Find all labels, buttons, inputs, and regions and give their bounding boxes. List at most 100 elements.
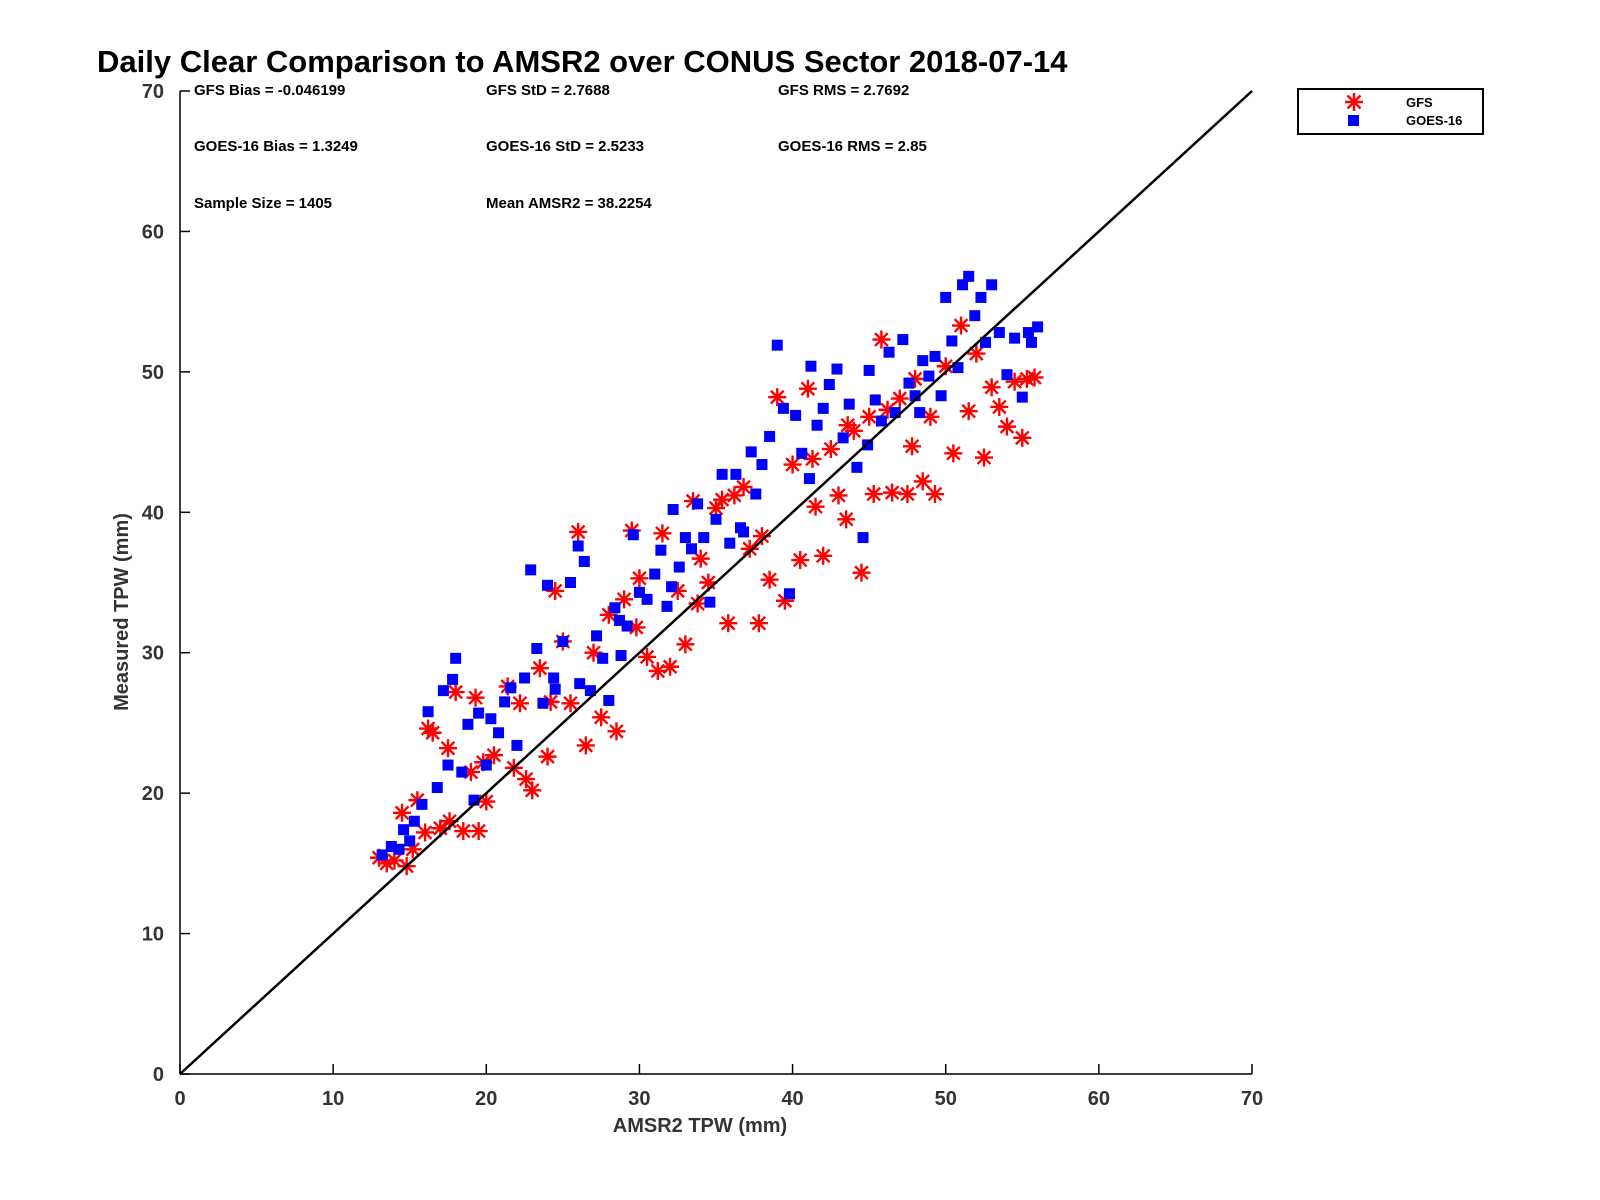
gfs-point — [638, 647, 657, 666]
goes16-point — [584, 685, 596, 697]
goes16-point — [591, 630, 603, 642]
goes-bias-label: GOES-16 Bias = 1.3249 — [194, 138, 358, 155]
goes16-point — [986, 279, 998, 291]
gfs-point — [959, 402, 978, 421]
goes16-point — [969, 310, 981, 322]
goes-std-label: GOES-16 StD = 2.5233 — [486, 138, 644, 155]
goes16-point — [398, 824, 410, 836]
gfs-point — [691, 549, 710, 568]
goes16-point — [468, 794, 480, 806]
gfs-point — [837, 510, 856, 529]
gfs-point — [829, 486, 848, 505]
gfs-point — [561, 694, 580, 713]
gfs-point — [627, 618, 646, 637]
goes16-point — [667, 503, 679, 515]
x-tick-label: 70 — [1241, 1088, 1263, 1110]
gfs-point — [791, 551, 810, 570]
stats-annotations: GFS Bias = -0.046199 GFS StD = 2.7688 GF… — [194, 82, 927, 212]
goes16-point — [473, 707, 485, 719]
goes16-point — [975, 291, 987, 303]
gfs-point — [952, 316, 971, 335]
goes16-point — [764, 430, 776, 442]
y-axis-label: Measured TPW (mm) — [111, 513, 133, 711]
gfs-point — [903, 437, 922, 456]
goes16-point — [710, 513, 722, 525]
goes16-point — [750, 488, 762, 500]
gfs-point — [423, 723, 442, 742]
goes16-point — [704, 596, 716, 608]
goes16-point — [655, 544, 667, 556]
gfs-bias-label: GFS Bias = -0.046199 — [194, 82, 345, 99]
gfs-point — [944, 444, 963, 463]
goes16-point — [447, 673, 459, 685]
goes16-point — [525, 564, 537, 576]
gfs-point — [760, 570, 779, 589]
gfs-point — [446, 683, 465, 702]
gfs-point — [440, 812, 459, 831]
goes16-point — [462, 718, 474, 730]
x-axis-label: AMSR2 TPW (mm) — [613, 1115, 787, 1137]
gfs-point — [783, 455, 802, 474]
goes16-point — [480, 759, 492, 771]
goes16-point — [935, 390, 947, 402]
goes16-point — [790, 409, 802, 421]
goes16-point — [863, 364, 875, 376]
goes16-point — [784, 588, 796, 600]
gfs-point — [484, 746, 503, 765]
goes16-point — [442, 759, 454, 771]
gfs-point — [517, 770, 536, 789]
gfs-point — [997, 417, 1016, 436]
goes16-point — [565, 577, 577, 588]
goes16-point — [805, 360, 817, 372]
gfs-point — [838, 416, 857, 435]
goes16-point — [946, 335, 958, 347]
y-axis-ticks: 0 10 20 30 40 50 60 70 — [142, 81, 190, 1086]
goes16-point — [771, 339, 783, 351]
mean-amsr2-label: Mean AMSR2 = 38.2254 — [486, 195, 652, 212]
gfs-point — [768, 388, 787, 407]
goes16-point — [903, 377, 915, 389]
chart-title: Daily Clear Comparison to AMSR2 over CON… — [97, 44, 1068, 79]
goes16-point — [952, 362, 964, 374]
goes16-point — [1016, 391, 1028, 403]
goes16-point — [597, 652, 609, 664]
x-tick-label: 40 — [781, 1088, 803, 1110]
goes16-point — [679, 532, 691, 544]
goes16-point — [940, 291, 952, 303]
gfs-point — [592, 708, 611, 727]
goes16-point — [843, 398, 855, 410]
gfs-point — [538, 747, 557, 766]
x-axis-ticks: 0 10 20 30 40 50 60 70 — [174, 1064, 1263, 1110]
gfs-point — [734, 478, 753, 497]
gfs-point — [607, 722, 626, 741]
gfs-std-label: GFS StD = 2.7688 — [486, 82, 610, 99]
goes16-point — [542, 579, 554, 591]
goes16-point — [917, 355, 929, 367]
goes16-point — [437, 685, 449, 697]
y-tick-label: 0 — [153, 1064, 164, 1086]
goes16-point — [408, 815, 420, 827]
gfs-point — [883, 483, 902, 502]
goes16-point — [875, 415, 887, 427]
goes16-point — [666, 581, 678, 593]
y-tick-label: 10 — [142, 924, 164, 946]
goes16-point — [837, 432, 849, 444]
x-tick-label: 30 — [628, 1088, 650, 1110]
goes16-point — [537, 697, 549, 709]
goes16-point — [698, 532, 710, 544]
gfs-point — [576, 736, 595, 755]
gfs-point — [713, 490, 732, 509]
x-tick-label: 60 — [1088, 1088, 1110, 1110]
goes16-point — [980, 336, 992, 348]
goes16-point — [909, 390, 921, 402]
gfs-point — [416, 823, 435, 842]
goes16-point — [505, 682, 517, 694]
goes16-point — [404, 835, 416, 847]
goes16-point — [673, 561, 685, 573]
gfs-point — [890, 389, 909, 408]
goes16-point — [963, 270, 975, 282]
gfs-point — [749, 614, 768, 633]
gfs-point — [719, 614, 738, 633]
legend-gfs-label: GFS — [1406, 95, 1433, 110]
